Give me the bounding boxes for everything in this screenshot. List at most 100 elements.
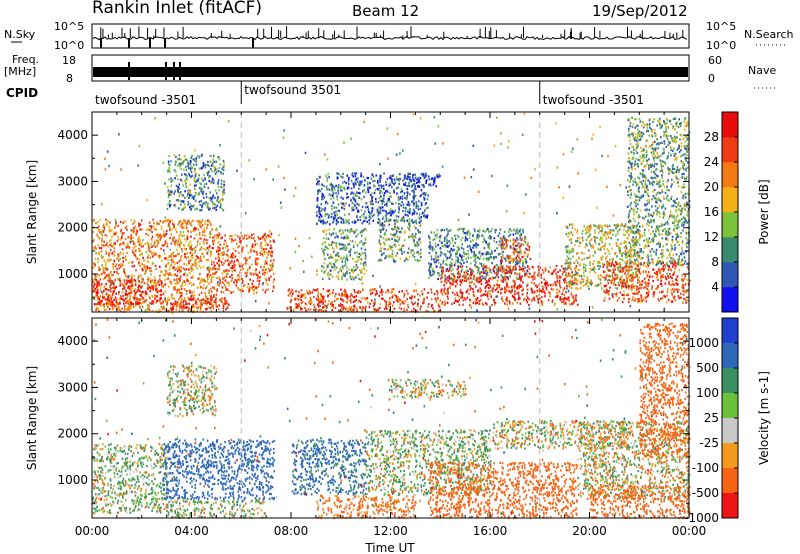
power-cell <box>398 236 401 239</box>
power-cell <box>533 299 536 302</box>
power-cell <box>473 251 475 254</box>
power-cell <box>638 233 641 236</box>
power-cell <box>435 251 437 255</box>
power-cell <box>416 302 419 305</box>
power-cell <box>143 282 146 285</box>
power-cell <box>172 306 174 309</box>
power-cell <box>266 256 268 259</box>
power-cell <box>450 254 452 257</box>
power-cell <box>334 236 336 239</box>
power-cell <box>319 308 321 311</box>
power-cell <box>211 228 213 231</box>
power-cell <box>323 248 326 252</box>
power-cell <box>598 267 600 271</box>
power-cell <box>231 278 233 281</box>
power-cell <box>302 300 304 303</box>
power-cell <box>155 309 157 312</box>
power-cell <box>599 278 602 282</box>
power-cell <box>176 248 178 251</box>
power-cell <box>99 278 102 281</box>
power-cell <box>541 269 544 272</box>
power-cell <box>622 259 624 262</box>
power-cell <box>395 296 398 299</box>
power-cell <box>155 290 157 293</box>
power-cell <box>633 262 635 265</box>
power-cell <box>217 235 219 238</box>
power-cell <box>101 292 104 295</box>
power-cell <box>125 292 128 295</box>
power-cell <box>565 233 568 236</box>
power-cell <box>506 297 509 300</box>
power-cell <box>206 252 209 255</box>
power-cell <box>153 222 155 225</box>
power-cell <box>623 290 625 293</box>
power-cell <box>239 237 241 240</box>
power-cell <box>638 280 641 283</box>
power-cell <box>102 266 104 269</box>
power-cell <box>420 248 422 251</box>
power-cell <box>391 296 394 299</box>
power-cell <box>159 220 162 223</box>
power-cell <box>191 248 194 251</box>
power-cell <box>128 299 131 302</box>
power-cell <box>136 231 138 234</box>
power-cell <box>133 297 136 300</box>
power-cell <box>506 303 509 306</box>
power-cell <box>103 228 106 231</box>
power-cell <box>132 251 134 254</box>
power-cell <box>494 231 497 234</box>
power-cell <box>184 272 186 275</box>
power-cell <box>270 244 272 247</box>
power-cell <box>413 303 415 306</box>
power-cell <box>242 279 244 283</box>
power-cell <box>150 227 153 230</box>
power-cell <box>219 279 221 282</box>
power-cell <box>239 241 242 244</box>
power-cell <box>255 251 258 254</box>
power-cell <box>222 304 225 308</box>
power-cell <box>442 268 444 271</box>
power-cell <box>626 280 628 283</box>
power-cell <box>528 247 530 250</box>
power-cell <box>186 237 189 240</box>
power-cell <box>484 302 487 305</box>
power-cell <box>565 225 568 228</box>
power-cell <box>332 289 335 292</box>
power-cell <box>196 220 199 223</box>
power-cell <box>309 308 312 311</box>
power-cell <box>200 299 203 302</box>
power-cell <box>470 281 472 284</box>
power-cell <box>625 252 628 255</box>
power-cell <box>183 299 185 302</box>
power-cell <box>414 244 416 247</box>
power-cell <box>683 297 685 300</box>
power-cell <box>328 232 331 235</box>
power-cell <box>289 300 292 304</box>
power-cell <box>607 250 610 253</box>
power-cell <box>611 229 613 232</box>
power-cell <box>565 246 567 249</box>
power-cell <box>346 278 348 281</box>
power-cell <box>472 244 475 247</box>
power-cell <box>157 279 160 282</box>
power-cell <box>110 287 112 290</box>
power-cell <box>461 268 463 271</box>
power-cell <box>457 265 459 268</box>
power-cell <box>674 264 676 267</box>
power-cell <box>513 248 516 251</box>
power-cell <box>505 268 507 272</box>
power-cell <box>577 273 579 276</box>
power-cell <box>463 251 465 254</box>
power-cell <box>180 287 183 291</box>
power-cell <box>575 296 577 299</box>
power-cell <box>439 236 441 239</box>
power-cell <box>114 218 117 221</box>
power-cell <box>597 274 600 277</box>
power-cell <box>197 222 200 226</box>
power-cell <box>143 267 145 270</box>
power-cell <box>451 291 454 294</box>
power-cell <box>147 245 150 248</box>
power-cell <box>141 280 144 283</box>
power-cell <box>156 299 158 302</box>
power-cell <box>227 254 229 257</box>
